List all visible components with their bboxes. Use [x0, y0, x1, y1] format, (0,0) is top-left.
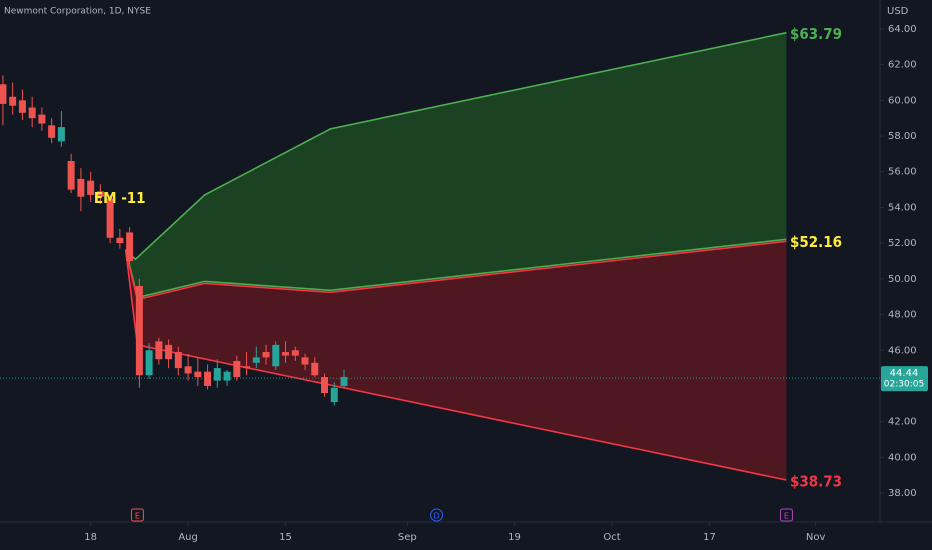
end-label: $38.73 — [790, 473, 842, 491]
candle-body — [301, 357, 309, 365]
x-tick-label: Sep — [398, 532, 417, 543]
event-label: E — [784, 512, 789, 521]
chart-title: Newmont Corporation, 1D, NYSE — [4, 7, 151, 17]
event-marker — [130, 508, 144, 522]
candle-body — [194, 371, 202, 378]
event-label: D — [434, 512, 440, 521]
x-tick-label: Nov — [806, 532, 826, 543]
candle-body — [28, 107, 36, 119]
y-tick-label: 54.00 — [888, 202, 917, 213]
candle-body — [291, 350, 299, 356]
y-tick-label: 52.00 — [888, 238, 917, 249]
candle-body — [321, 377, 329, 394]
candle-body — [311, 362, 319, 376]
candle-body — [9, 96, 17, 106]
x-tick-label: Oct — [603, 532, 620, 543]
y-tick-label: 62.00 — [888, 60, 917, 71]
y-tick-label: 56.00 — [888, 167, 917, 178]
y-tick-label: 46.00 — [888, 345, 917, 356]
end-label: $52.16 — [790, 233, 842, 251]
mid-band-line-lower — [124, 240, 787, 301]
last-price-badge — [881, 366, 928, 392]
candle-body — [282, 352, 290, 356]
candle-body — [67, 161, 75, 190]
candle-body — [135, 285, 143, 376]
event-marker — [779, 508, 793, 522]
x-tick-label: 17 — [703, 532, 716, 543]
candle-body — [116, 237, 124, 244]
event-marker — [430, 508, 444, 522]
candle-body — [233, 360, 241, 378]
y-tick-label: 38.00 — [888, 488, 917, 499]
lower-band-fill — [125, 240, 787, 480]
x-tick-label: 18 — [84, 532, 97, 543]
candle-body — [243, 366, 251, 369]
y-tick-label: 64.00 — [888, 24, 917, 35]
x-tick-label: 15 — [279, 532, 292, 543]
candle-body — [96, 191, 104, 197]
upper-band-fill — [125, 32, 787, 299]
candle-body — [18, 100, 26, 113]
y-tick-label: 58.00 — [888, 131, 917, 142]
candle-body — [145, 350, 153, 376]
candle-body — [126, 232, 134, 261]
candle-body — [184, 366, 192, 374]
last-price-label: 44.44 — [890, 368, 919, 379]
candle-body — [77, 178, 85, 197]
candle-body — [204, 371, 212, 386]
candle-body — [213, 368, 221, 381]
event-label: E — [135, 512, 140, 521]
y-tick-label: 48.00 — [888, 310, 917, 321]
candle-body — [340, 377, 348, 386]
candle-body — [272, 344, 280, 367]
x-tick-label: Aug — [178, 532, 198, 543]
candle-body — [330, 387, 338, 403]
y-tick-label: 42.00 — [888, 417, 917, 428]
y-tick-label: 50.00 — [888, 274, 917, 285]
candle-body — [262, 352, 270, 358]
candle-body — [223, 371, 231, 381]
candle-body — [174, 352, 182, 369]
candle-body — [38, 114, 46, 124]
currency-label: USD — [887, 6, 909, 17]
candle-body — [57, 127, 65, 142]
end-label: $63.79 — [790, 25, 842, 43]
y-tick-label: 40.00 — [888, 452, 917, 463]
annotation: EM -11 — [94, 189, 146, 207]
x-tick-label: 19 — [508, 532, 521, 543]
candle-body — [87, 180, 95, 195]
countdown-label: 02:30:05 — [884, 380, 924, 390]
candle-body — [106, 198, 114, 238]
candle-body — [155, 341, 163, 360]
candle-body — [0, 84, 7, 104]
candle-body — [48, 125, 56, 138]
candle-body — [252, 357, 260, 363]
y-tick-label: 60.00 — [888, 95, 917, 106]
candle-body — [165, 344, 173, 360]
